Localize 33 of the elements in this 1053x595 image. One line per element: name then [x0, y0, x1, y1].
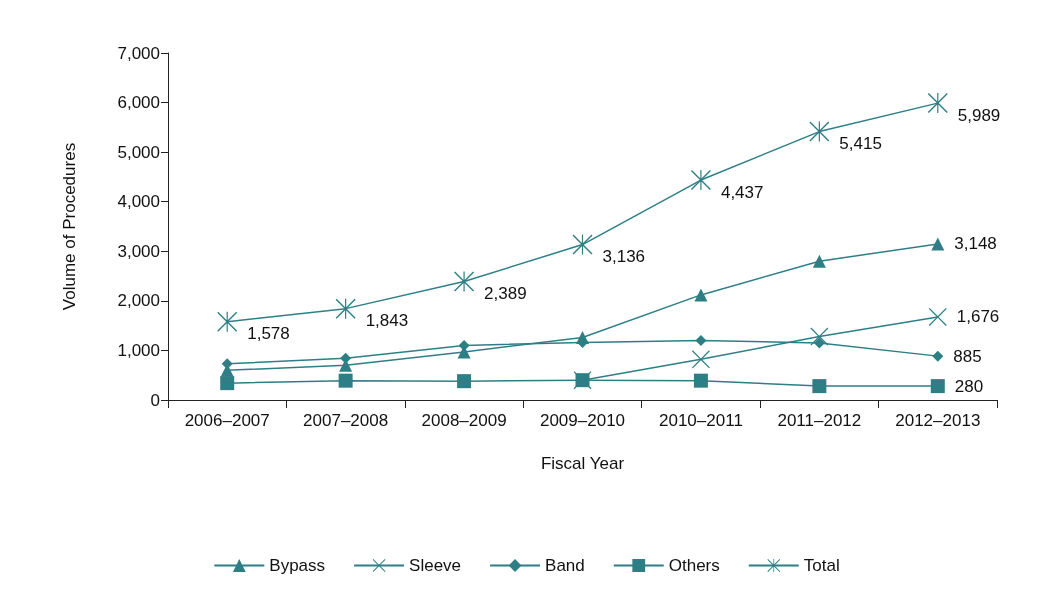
data-label: 4,437 [720, 182, 764, 202]
y-tick-label: 4,000 [117, 192, 160, 212]
data-label: 3,148 [954, 234, 997, 254]
y-tick-label: 7,000 [117, 43, 160, 63]
data-label: 2,389 [484, 284, 527, 304]
y-tick-label: 1,000 [117, 340, 160, 360]
legend-label: Bypass [269, 556, 326, 575]
data-label: 1,578 [247, 324, 290, 344]
y-tick-label: 2,000 [117, 291, 160, 311]
legend-label: Sleeve [409, 556, 462, 575]
data-label: 5,415 [839, 134, 882, 154]
legend-label: Total [803, 556, 840, 575]
x-tick-label: 2007–2008 [303, 411, 389, 430]
x-tick-label: 2012–2013 [895, 411, 981, 430]
x-tick-label: 2008–2009 [421, 411, 507, 430]
x-tick-label: 2009–2010 [539, 411, 626, 430]
data-label: 1,843 [365, 311, 409, 331]
y-axis-title: Volume of Procedures [60, 142, 79, 311]
y-tick-label: 3,000 [117, 241, 160, 261]
y-tick-label: 5,000 [117, 142, 160, 162]
y-tick-label: 6,000 [117, 93, 160, 113]
y-tick-label: 0 [150, 390, 160, 410]
data-label: 3,136 [602, 247, 646, 267]
legend-label: Others [668, 556, 720, 575]
x-axis-title: Fiscal Year [540, 454, 625, 473]
data-label: 280 [954, 376, 984, 396]
x-tick-label: 2006–2007 [184, 411, 270, 430]
data-label: 885 [953, 346, 982, 366]
x-tick-label: 2011–2012 [777, 411, 862, 430]
legend-label: Band [545, 556, 585, 575]
x-tick-label: 2010–2011 [659, 411, 743, 430]
data-label: 1,676 [956, 307, 1000, 327]
data-label: 5,989 [957, 105, 1001, 125]
